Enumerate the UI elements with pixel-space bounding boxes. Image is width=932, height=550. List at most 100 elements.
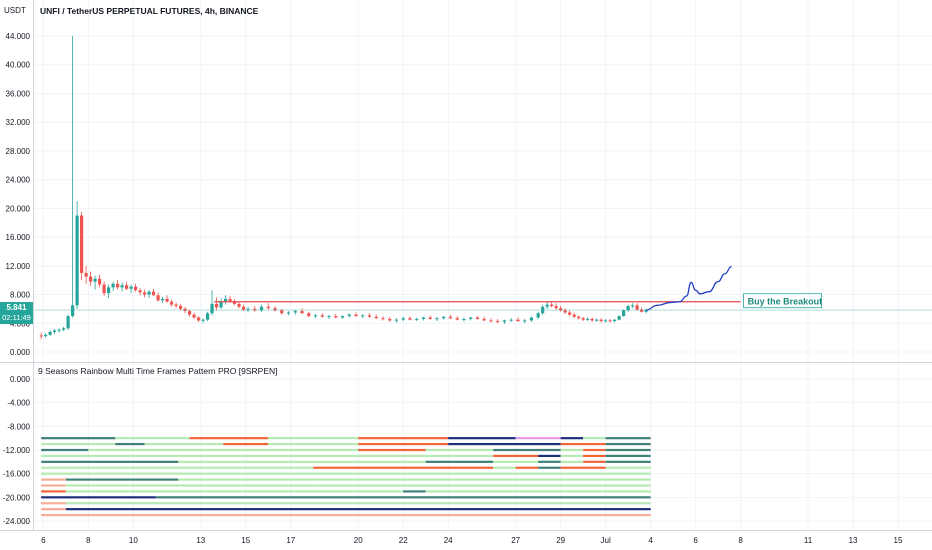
indicator-band-segment <box>493 454 539 458</box>
candle-body <box>232 301 237 304</box>
candle-body <box>106 287 111 294</box>
candle <box>622 309 626 317</box>
candle-body <box>111 283 115 288</box>
indicator-band-segment <box>155 496 651 499</box>
time-tick-label: Jul <box>601 536 611 545</box>
candle-body <box>354 314 358 317</box>
candle-body <box>381 318 385 320</box>
candle-body <box>401 318 405 320</box>
candle-body <box>75 215 79 306</box>
candle <box>57 328 61 333</box>
indicator-band-segment <box>605 460 651 463</box>
candle-body <box>590 318 594 321</box>
indicator-band-segment <box>41 490 66 493</box>
indicator-band-segment <box>493 466 516 469</box>
candle-body <box>266 306 270 309</box>
indicator-band-segment <box>268 448 359 452</box>
candle-body <box>604 320 608 322</box>
time-tick-label: 10 <box>129 536 138 545</box>
candle-body <box>237 303 241 307</box>
candle <box>448 314 453 319</box>
candle <box>44 333 48 338</box>
candle-body <box>313 315 318 317</box>
candle-body <box>448 316 453 319</box>
candle <box>93 275 97 290</box>
price-tick-label: 24.000 <box>6 176 31 185</box>
candle <box>102 281 106 296</box>
candle-body <box>442 316 446 319</box>
candle-body <box>138 290 142 293</box>
candle-body <box>259 306 264 311</box>
candle-body <box>475 317 480 319</box>
price-tick-label: 0.000 <box>10 348 31 357</box>
candle-body <box>253 308 257 311</box>
candle-body <box>577 316 581 319</box>
candle-body <box>174 304 178 307</box>
candle <box>475 316 480 320</box>
candle-body <box>156 295 160 301</box>
candle <box>246 306 250 313</box>
candle-body <box>340 316 345 318</box>
candle <box>509 318 513 322</box>
candle <box>97 274 102 288</box>
indicator-title: 9 Seasons Rainbow Multi Time Frames Patt… <box>38 366 278 376</box>
indicator-band-segment <box>583 454 606 458</box>
candle <box>205 311 210 322</box>
candle-body <box>80 215 84 273</box>
price-tick-label: 28.000 <box>6 147 31 156</box>
indicator-band-segment <box>115 442 145 446</box>
candle <box>178 303 183 311</box>
time-tick-label: 13 <box>849 536 858 545</box>
candle <box>111 281 115 291</box>
candle-body <box>120 285 124 288</box>
price-tick-label: 20.000 <box>6 204 31 213</box>
candle-body <box>635 305 639 310</box>
candle <box>568 310 572 317</box>
price-tick-label: 40.000 <box>6 61 31 70</box>
candle-body <box>205 313 210 320</box>
indicator-band-segment <box>115 437 190 440</box>
indicator-tick-label: 0.000 <box>10 375 31 384</box>
candle-body <box>169 301 174 305</box>
candle-body <box>320 315 324 317</box>
indicator-band-segment <box>65 502 651 505</box>
candle <box>124 281 129 291</box>
time-axis[interactable]: 6 8 10 13 15 17 20 22 24 27 29 Jul 4 6 8 11 13 15 <box>41 536 903 545</box>
indicator-band-segment <box>41 437 73 440</box>
candle-body <box>129 286 133 289</box>
indicator-band-segment <box>425 466 494 469</box>
candle <box>259 304 264 312</box>
candle-body <box>572 314 576 317</box>
indicator-band-segment <box>515 466 539 469</box>
candle-body <box>48 331 52 335</box>
candle <box>408 316 412 321</box>
last-price-label: 5.841 02:11:49 <box>0 302 33 325</box>
indicator-band-segment <box>358 437 449 440</box>
candle-body <box>214 303 219 308</box>
time-tick-label: 8 <box>86 536 91 545</box>
candle <box>529 316 534 322</box>
price-tick-label: 44.000 <box>6 32 31 41</box>
candle-body <box>502 320 507 322</box>
candle <box>151 288 156 296</box>
candle-body <box>489 320 493 322</box>
candle-body <box>273 308 277 311</box>
candle <box>613 318 617 323</box>
indicator-band-segment <box>41 472 156 475</box>
last-price-box <box>0 302 33 325</box>
indicator-band-segment <box>41 448 89 452</box>
candle-body <box>327 316 331 318</box>
indicator-band-segment <box>313 466 426 469</box>
candle <box>89 271 93 286</box>
time-tick-label: 29 <box>556 536 565 545</box>
indicator-band-segment <box>189 437 269 440</box>
candle-body <box>223 298 228 302</box>
candle-body <box>388 318 392 321</box>
indicator-band-segment <box>403 490 426 493</box>
indicator-band-segment <box>493 460 539 463</box>
annotation-box <box>743 293 822 309</box>
candle-body <box>631 305 635 307</box>
indicator-axis[interactable]: 0.000 -4.000 -8.000 -12.000 -16.000 -20.000 -2… <box>3 375 31 526</box>
candle <box>327 314 331 319</box>
candle <box>586 317 590 322</box>
